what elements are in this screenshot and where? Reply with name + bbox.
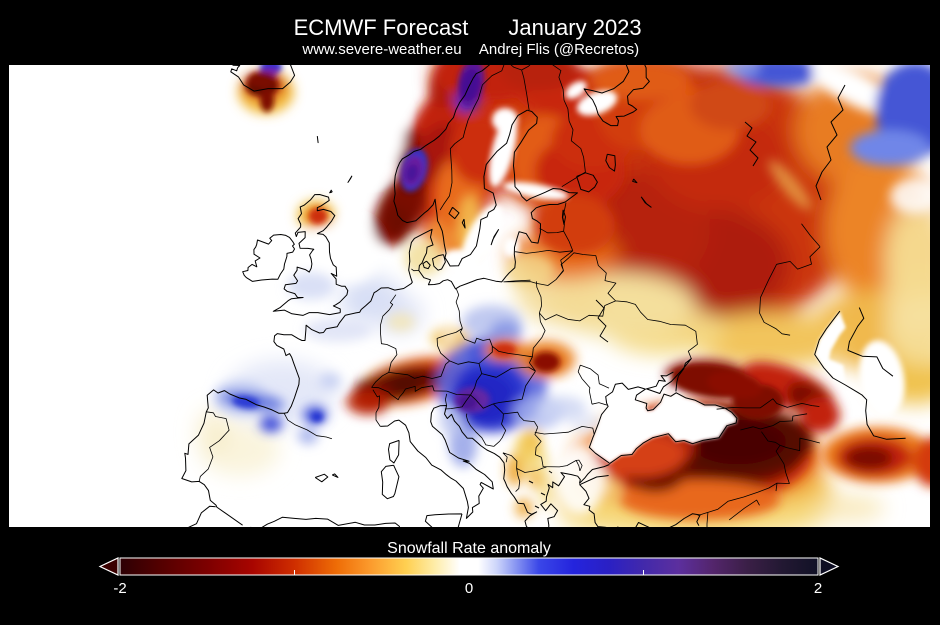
svg-text:-2: -2 <box>113 580 126 597</box>
svg-text:Snowfall Rate anomaly: Snowfall Rate anomaly <box>387 540 551 557</box>
svg-text:www.severe-weather.eu: www.severe-weather.eu <box>301 41 461 58</box>
svg-text:Andrej Flis (@Recretos): Andrej Flis (@Recretos) <box>479 41 639 58</box>
svg-text:ECMWF Forecast: ECMWF Forecast <box>294 15 469 40</box>
svg-text:0: 0 <box>465 580 473 597</box>
svg-text:2: 2 <box>814 580 822 597</box>
svg-text:January 2023: January 2023 <box>508 15 641 40</box>
